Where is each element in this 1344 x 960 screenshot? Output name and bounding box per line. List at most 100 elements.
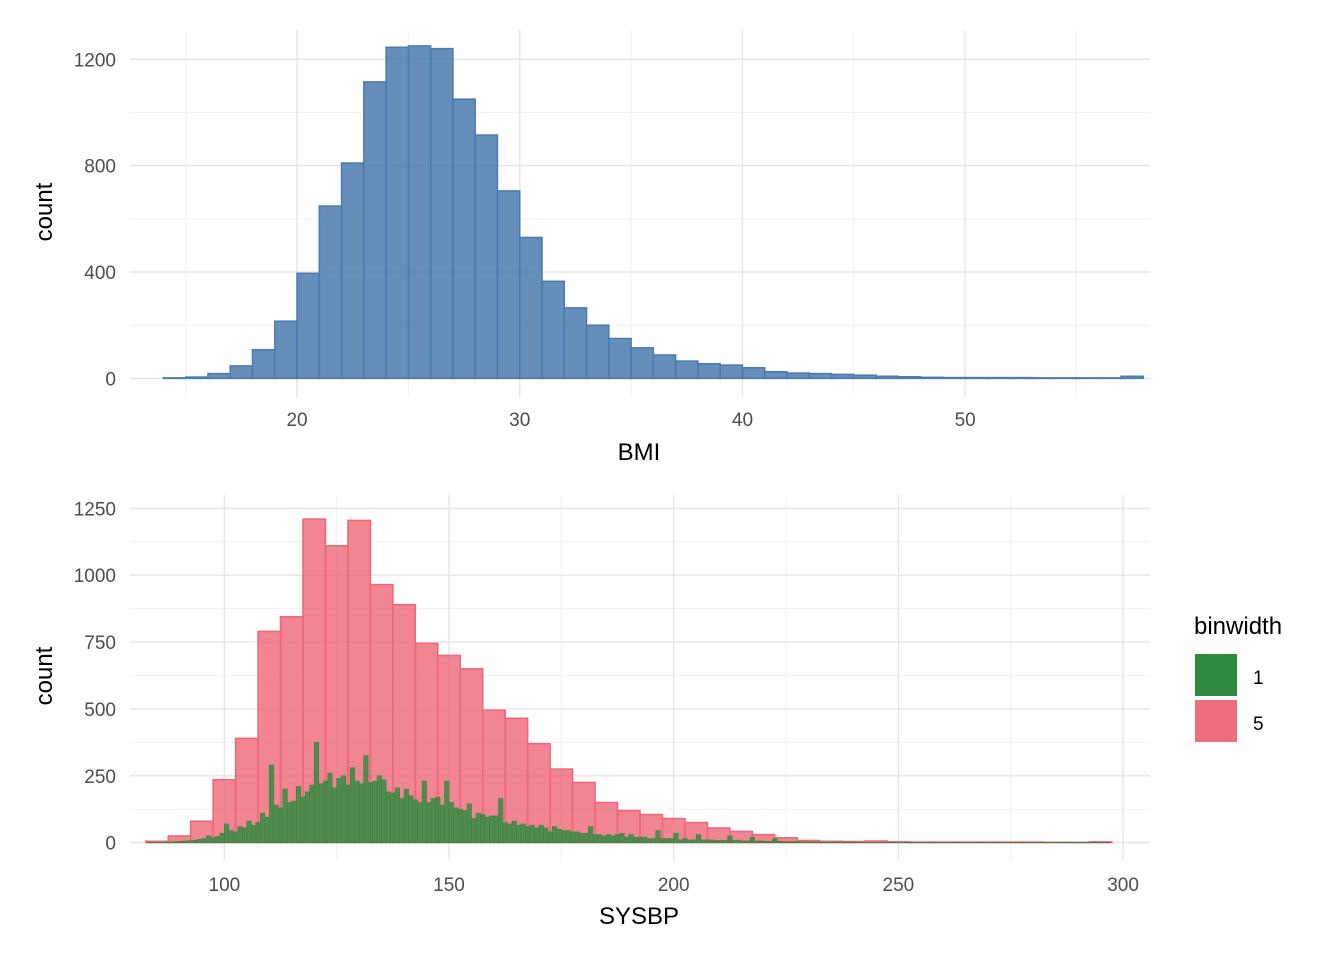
- sysbp-bar: [556, 828, 562, 843]
- sysbp-bar: [619, 832, 625, 843]
- sysbp-bar: [700, 839, 706, 843]
- bmi-bar: [964, 376, 989, 380]
- sysbp-bar: [237, 826, 243, 843]
- sysbp-bar: [610, 835, 616, 843]
- sysbp-bar: [516, 824, 522, 843]
- bmi-bar: [407, 45, 432, 380]
- sysbp-bar: [722, 840, 728, 843]
- sysbp-bar: [597, 834, 603, 843]
- bmi-bar: [786, 372, 811, 380]
- bmi-bar: [1075, 377, 1100, 380]
- sysbp-bar: [372, 780, 378, 843]
- sysbp-bar: [251, 824, 257, 843]
- sysbp-bar: [363, 755, 369, 843]
- sysbp-bar: [601, 835, 607, 843]
- bmi-bar: [1120, 375, 1145, 380]
- sysbp-bar: [277, 807, 284, 843]
- legend-label-binwidth-5: 5: [1253, 714, 1264, 735]
- sysbp-bar: [381, 779, 387, 843]
- sysbp-bar: [821, 841, 827, 843]
- sysbp-bar: [264, 816, 270, 843]
- bmi-bar: [919, 376, 944, 380]
- bmi-x-tick-label: 20: [286, 410, 307, 431]
- sysbp-y-tick-labels: 0 250 500 750 1000 1250: [74, 499, 116, 854]
- sysbp-bar: [677, 839, 683, 843]
- sysbp-bar: [349, 767, 355, 843]
- bmi-x-tick-label: 30: [509, 410, 530, 431]
- bmi-bar: [741, 366, 766, 380]
- bmi-y-tick-label: 1200: [74, 50, 116, 71]
- legend-key-binwidth-5: [1195, 700, 1237, 742]
- sysbp-bar: [327, 772, 333, 843]
- sysbp-bar: [529, 824, 535, 843]
- sysbp-bar: [552, 826, 558, 843]
- bmi-bar: [630, 347, 655, 380]
- sysbp-bar: [286, 802, 293, 843]
- bmi-bar: [585, 324, 610, 380]
- sysbp-bar: [439, 804, 445, 843]
- sysbp-bar: [210, 837, 216, 843]
- sysbp-bar: [772, 838, 778, 843]
- sysbp-bar: [268, 764, 275, 843]
- sysbp-bars: [144, 518, 1113, 844]
- sysbp-bar: [295, 786, 302, 843]
- sysbp-bar: [206, 835, 212, 843]
- sysbp-bar: [534, 827, 540, 843]
- sysbp-bar: [453, 807, 459, 843]
- sysbp-bar: [538, 824, 544, 843]
- sysbp-y-tick-label: 500: [84, 700, 116, 721]
- sysbp-series-5: [144, 518, 1113, 844]
- sysbp-bar: [749, 836, 755, 843]
- sysbp-x-tick-label: 250: [883, 875, 915, 896]
- bmi-y-tick-label: 400: [84, 263, 116, 284]
- bmi-bars: [162, 45, 1145, 380]
- bmi-bar: [563, 307, 588, 380]
- bmi-bar: [1098, 377, 1122, 380]
- bmi-y-tick-label: 800: [84, 157, 116, 178]
- sysbp-bar: [713, 840, 719, 843]
- sysbp-bar: [776, 840, 782, 843]
- sysbp-bar: [493, 815, 499, 843]
- sysbp-bar: [457, 808, 463, 843]
- sysbp-bar: [417, 802, 423, 843]
- sysbp-bar: [421, 780, 427, 843]
- sysbp-bar: [664, 838, 670, 843]
- sysbp-bar: [736, 840, 742, 843]
- sysbp-x-tick-label: 200: [658, 875, 690, 896]
- sysbp-bar: [174, 841, 180, 843]
- bmi-bar: [719, 364, 744, 380]
- sysbp-bar: [588, 826, 594, 843]
- sysbp-bar: [817, 841, 823, 843]
- sysbp-bar: [565, 830, 571, 843]
- sysbp-bar: [345, 784, 351, 843]
- sysbp-bar: [718, 840, 724, 843]
- sysbp-bar: [376, 775, 382, 843]
- sysbp-bar: [835, 841, 841, 843]
- sysbp-bar: [309, 784, 315, 843]
- bmi-bar: [1008, 376, 1033, 380]
- binwidth-legend: binwidth 1 5: [1194, 613, 1282, 742]
- sysbp-bar: [893, 841, 899, 843]
- bmi-y-tick-labels: 0 400 800 1200: [74, 50, 116, 390]
- sysbp-bar: [291, 800, 297, 843]
- sysbp-bar: [758, 840, 764, 843]
- sysbp-bar: [215, 836, 221, 843]
- sysbp-bar: [623, 836, 630, 843]
- bmi-bar: [318, 205, 343, 380]
- sysbp-bar: [313, 742, 320, 843]
- sysbp-bar: [304, 791, 311, 843]
- sysbp-bar: [430, 798, 436, 843]
- sysbp-bar: [336, 778, 342, 843]
- bmi-bar: [184, 376, 209, 380]
- bmi-series-0: [162, 45, 1145, 380]
- sysbp-bar: [605, 834, 612, 843]
- legend-label-binwidth-1: 1: [1253, 668, 1264, 689]
- sysbp-bar: [300, 796, 306, 843]
- sysbp-bar: [390, 792, 396, 843]
- bmi-bar: [763, 370, 788, 380]
- sysbp-x-tick-labels: 100 150 200 250 300: [209, 875, 1139, 896]
- sysbp-bar: [727, 835, 733, 843]
- sysbp-bar: [282, 788, 288, 843]
- sysbp-bar: [781, 841, 787, 843]
